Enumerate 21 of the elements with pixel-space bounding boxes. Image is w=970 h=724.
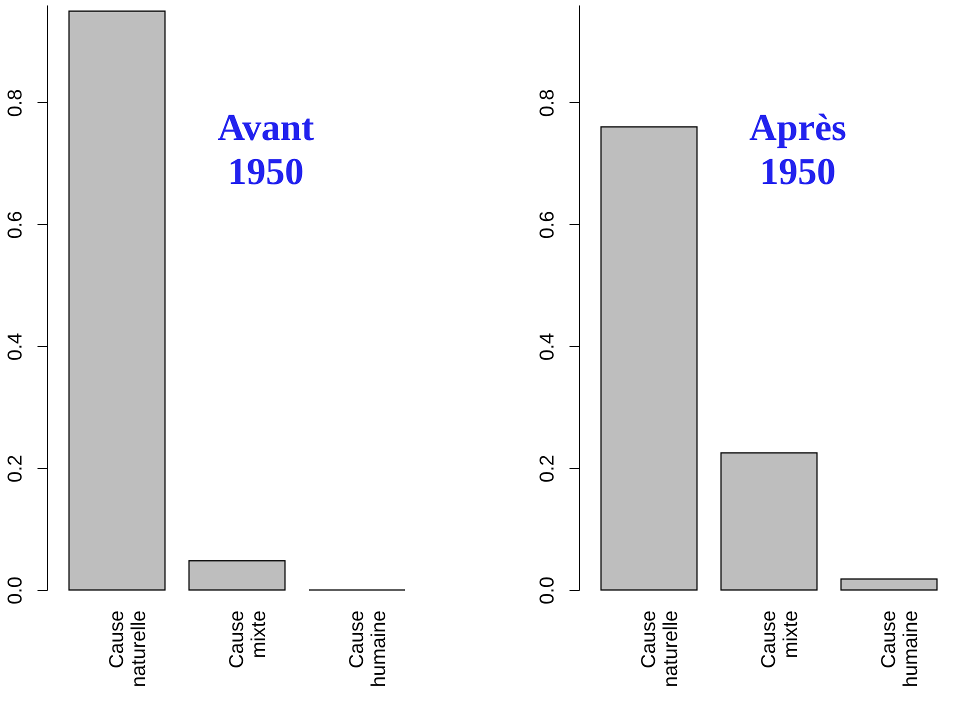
bar [840,578,938,591]
y-tick-label: 0.2 [536,454,558,483]
x-tick-label: Cause naturelle [638,610,682,688]
x-tick-label: Cause mixte [758,610,802,668]
y-tick-label: 0.6 [536,210,558,239]
y-tick-label: 0.8 [536,89,558,117]
y-tick-label: 0.4 [4,332,26,361]
x-tick-label: Cause humaine [346,610,390,688]
y-tick-label: 0.4 [536,332,558,361]
annotation: Avant 1950 [218,107,314,193]
bar [600,126,698,591]
y-tick-label: 0.6 [4,210,26,239]
bar [720,452,818,591]
x-tick-label: Cause humaine [878,610,922,688]
y-tick-label: 0.0 [4,576,26,604]
y-tick-label: 0.8 [4,89,26,117]
x-tick-label: Cause mixte [226,610,270,668]
annotation: Après 1950 [749,107,846,193]
x-tick-label: Cause naturelle [106,610,150,688]
y-tick-label: 0.2 [4,454,26,483]
y-tick-label: 0.0 [536,576,558,604]
